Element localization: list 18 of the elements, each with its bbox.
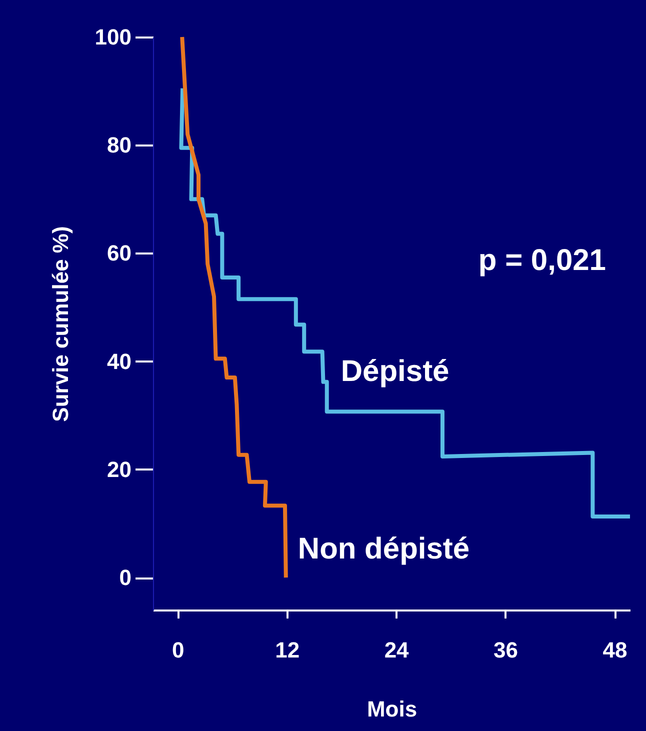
x-tick-label: 48: [602, 638, 628, 662]
y-tick-label: 80: [107, 132, 132, 158]
annotation: p = 0,021: [478, 244, 606, 277]
x-tick-label: 12: [275, 638, 300, 662]
y-tick-label: 20: [107, 456, 132, 482]
y-tick-label: 40: [107, 348, 132, 374]
x-tick-label: 0: [172, 638, 184, 662]
line-series: [179, 86, 632, 518]
y-tick-label: 100: [94, 24, 132, 50]
series-label: Dépisté: [340, 354, 450, 388]
x-tick-label: 36: [494, 638, 518, 662]
line-series: [180, 35, 288, 580]
y-axis-title: Survie cumulée %): [48, 226, 73, 422]
y-tick-label: 0: [119, 565, 132, 590]
x-axis-title: Mois: [366, 696, 418, 722]
y-tick-label: 60: [107, 240, 132, 266]
series-label: Non dépisté: [298, 532, 470, 566]
x-tick-label: 24: [384, 638, 410, 662]
